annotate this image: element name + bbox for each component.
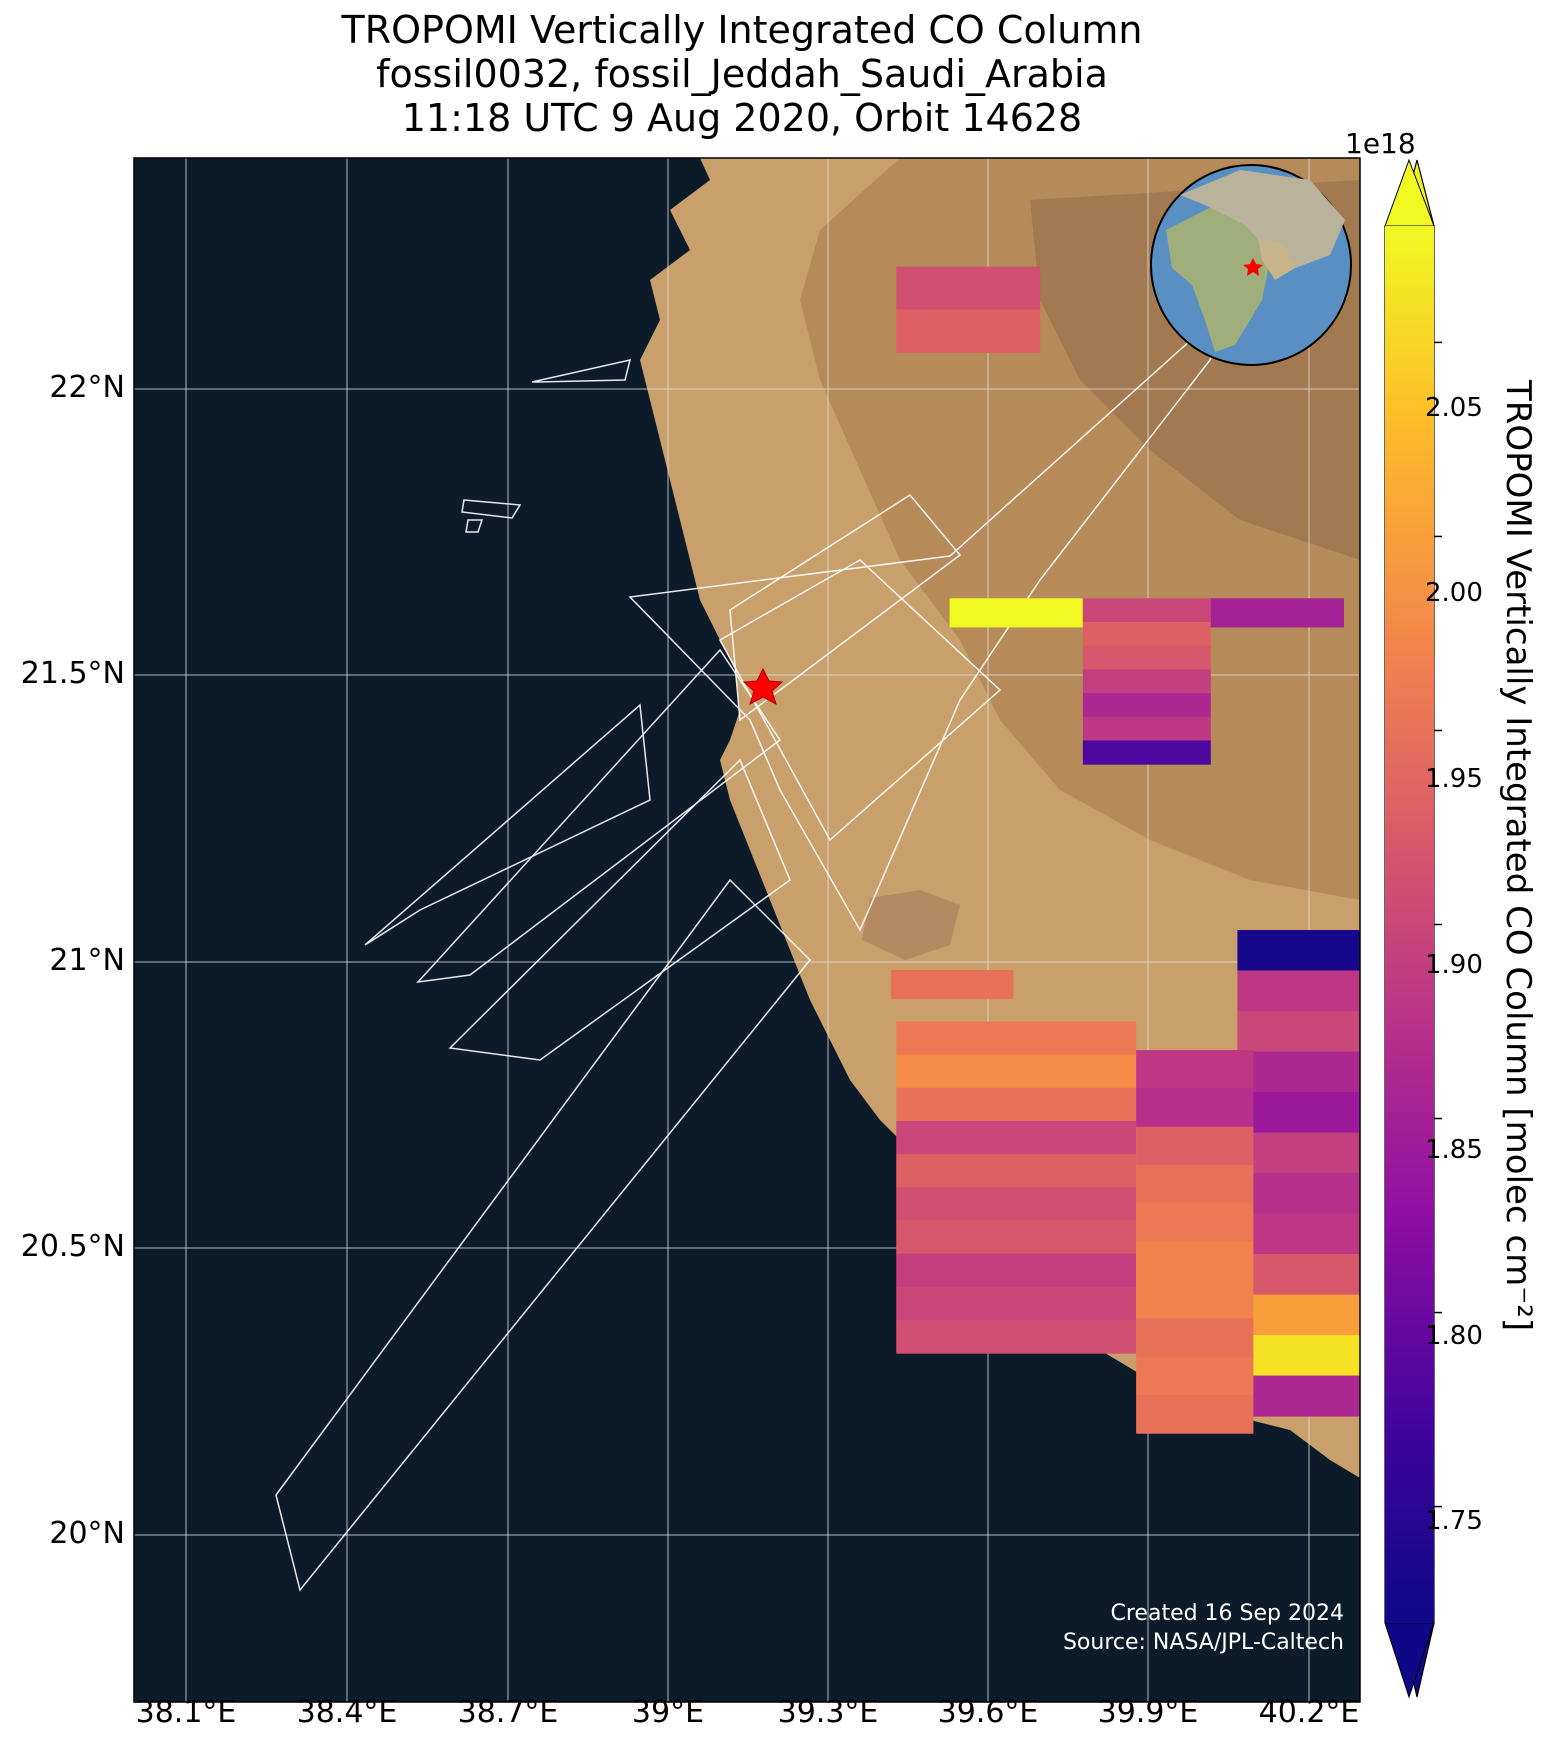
co-cell-0-1: [896, 309, 1041, 353]
globe-arabia: [1258, 238, 1295, 280]
co-cell-6-8: [896, 1286, 1137, 1321]
credit-source: Source: NASA/JPL-Caltech: [1062, 1630, 1344, 1655]
credit-created: Created 16 Sep 2024: [1110, 1601, 1345, 1626]
co-cell-6-3: [896, 1120, 1137, 1155]
lon-label-39-3: 39.3°E: [777, 1695, 879, 1730]
co-cell-5-9: [1237, 1294, 1360, 1336]
inset-globe: [1150, 164, 1352, 366]
cb-tick-2-05: 2.05: [1425, 393, 1483, 423]
co-cell-2-2: [1082, 645, 1211, 670]
footprint-swath-east: [628, 304, 1231, 932]
co-cell-6-6: [896, 1220, 1137, 1255]
lon-label-38-4: 38.4°E: [296, 1695, 398, 1730]
footprint-swath-west: [364, 703, 651, 946]
lat-label-20: 20°N: [49, 1516, 125, 1551]
lat-label-21: 21°N: [49, 943, 125, 978]
co-cell-5-2: [1237, 1011, 1360, 1053]
lon-label-39-9: 39.9°E: [1097, 1695, 1199, 1730]
co-cell-5-6: [1237, 1173, 1360, 1215]
globe-africa: [1166, 205, 1272, 352]
co-cell-7-9: [1136, 1394, 1254, 1434]
co-cell-7-0: [1136, 1050, 1254, 1089]
map-frame: [133, 157, 1361, 1703]
colorbar-gradient: [1385, 226, 1434, 1623]
co-cell-7-2: [1136, 1126, 1254, 1166]
co-cell-7-4: [1136, 1203, 1254, 1243]
lat-label-22: 22°N: [49, 370, 125, 405]
co-cell-3-0: [1210, 598, 1345, 628]
lat-label-21-5: 21.5°N: [20, 656, 125, 691]
co-cell-1-0: [949, 598, 1083, 628]
co-cell-7-1: [1136, 1088, 1254, 1128]
map-area: [134, 158, 1360, 1702]
co-cell-2-6: [1082, 740, 1211, 765]
lon-label-38-7: 38.7°E: [457, 1695, 559, 1730]
lon-label-38-1: 38.1°E: [135, 1695, 237, 1730]
co-cell-5-11: [1237, 1375, 1360, 1417]
cb-tick-1-95: 1.95: [1425, 764, 1483, 794]
cb-tick-1-90: 1.90: [1425, 950, 1483, 980]
lon-label-40-2: 40.2°E: [1258, 1695, 1360, 1730]
footprint-outlines: [275, 304, 1231, 1592]
globe-eurasia: [1180, 170, 1345, 270]
co-cell-6-7: [896, 1253, 1137, 1288]
target-star-marker: [742, 667, 784, 706]
co-cells: [890, 266, 1360, 1434]
footprint-small-1: [531, 359, 632, 383]
footprint-swath-north: [729, 494, 962, 722]
title-line-1: TROPOMI Vertically Integrated CO Column: [341, 8, 1143, 52]
co-cell-2-3: [1082, 669, 1211, 694]
title-line-2: fossil0032, fossil_Jeddah_Saudi_Arabia: [376, 52, 1108, 96]
co-cell-6-0: [896, 1021, 1137, 1056]
colorbar-label: TROPOMI Vertically Integrated CO Column …: [1498, 380, 1538, 1332]
lon-label-39: 39°E: [631, 1695, 705, 1730]
co-cell-5-8: [1237, 1254, 1360, 1296]
footprint-swath-west2: [416, 648, 782, 984]
lat-label-20-5: 20.5°N: [20, 1229, 125, 1264]
footprint-small-2: [461, 499, 522, 519]
colorbar-min-extension: [1384, 1622, 1435, 1699]
co-cell-2-1: [1082, 622, 1211, 647]
colorbar: [1384, 158, 1442, 1699]
salt-flat: [862, 890, 960, 960]
globe-marker: [1243, 258, 1263, 276]
co-cell-6-1: [896, 1054, 1137, 1089]
co-cell-6-5: [896, 1187, 1137, 1222]
co-cell-0-0: [896, 266, 1041, 311]
co-cell-2-4: [1082, 693, 1211, 718]
co-cell-7-6: [1136, 1279, 1254, 1319]
co-cell-4-0: [890, 970, 1014, 1000]
lon-label-39-6: 39.6°E: [937, 1695, 1039, 1730]
co-cell-6-4: [896, 1154, 1137, 1188]
co-cell-5-0: [1237, 930, 1360, 972]
co-cell-2-0: [1082, 598, 1211, 623]
co-cell-5-3: [1237, 1051, 1360, 1093]
co-cell-7-3: [1136, 1165, 1254, 1204]
co-cell-6-9: [896, 1320, 1137, 1354]
cb-tick-2-00: 2.00: [1425, 578, 1483, 608]
cb-tick-1-75: 1.75: [1425, 1506, 1483, 1536]
title-line-3: 11:18 UTC 9 Aug 2020, Orbit 14628: [401, 96, 1083, 140]
colorbar-max-extension: [1384, 158, 1435, 227]
co-cell-5-7: [1237, 1213, 1360, 1255]
cb-tick-1-80: 1.80: [1425, 1321, 1483, 1351]
colorbar-exponent: 1e18: [1345, 127, 1416, 160]
co-cell-6-2: [896, 1087, 1137, 1122]
footprint-swath-central: [718, 559, 1002, 842]
colorbar-ticks: [1434, 341, 1442, 1508]
lon-gridlines: [185, 158, 1310, 1702]
co-cell-7-8: [1136, 1356, 1254, 1396]
footprint-swath-south: [275, 878, 812, 1592]
co-cell-5-5: [1237, 1132, 1360, 1174]
co-cell-7-7: [1136, 1318, 1254, 1358]
co-cell-5-10: [1237, 1335, 1360, 1377]
co-cell-2-5: [1082, 716, 1211, 741]
cb-tick-1-85: 1.85: [1425, 1135, 1483, 1165]
co-cell-5-4: [1237, 1092, 1360, 1134]
co-cell-7-5: [1136, 1241, 1254, 1281]
footprint-swath-west3: [448, 758, 791, 1061]
co-cell-5-1: [1237, 970, 1360, 1012]
footprint-small-3: [465, 519, 484, 533]
